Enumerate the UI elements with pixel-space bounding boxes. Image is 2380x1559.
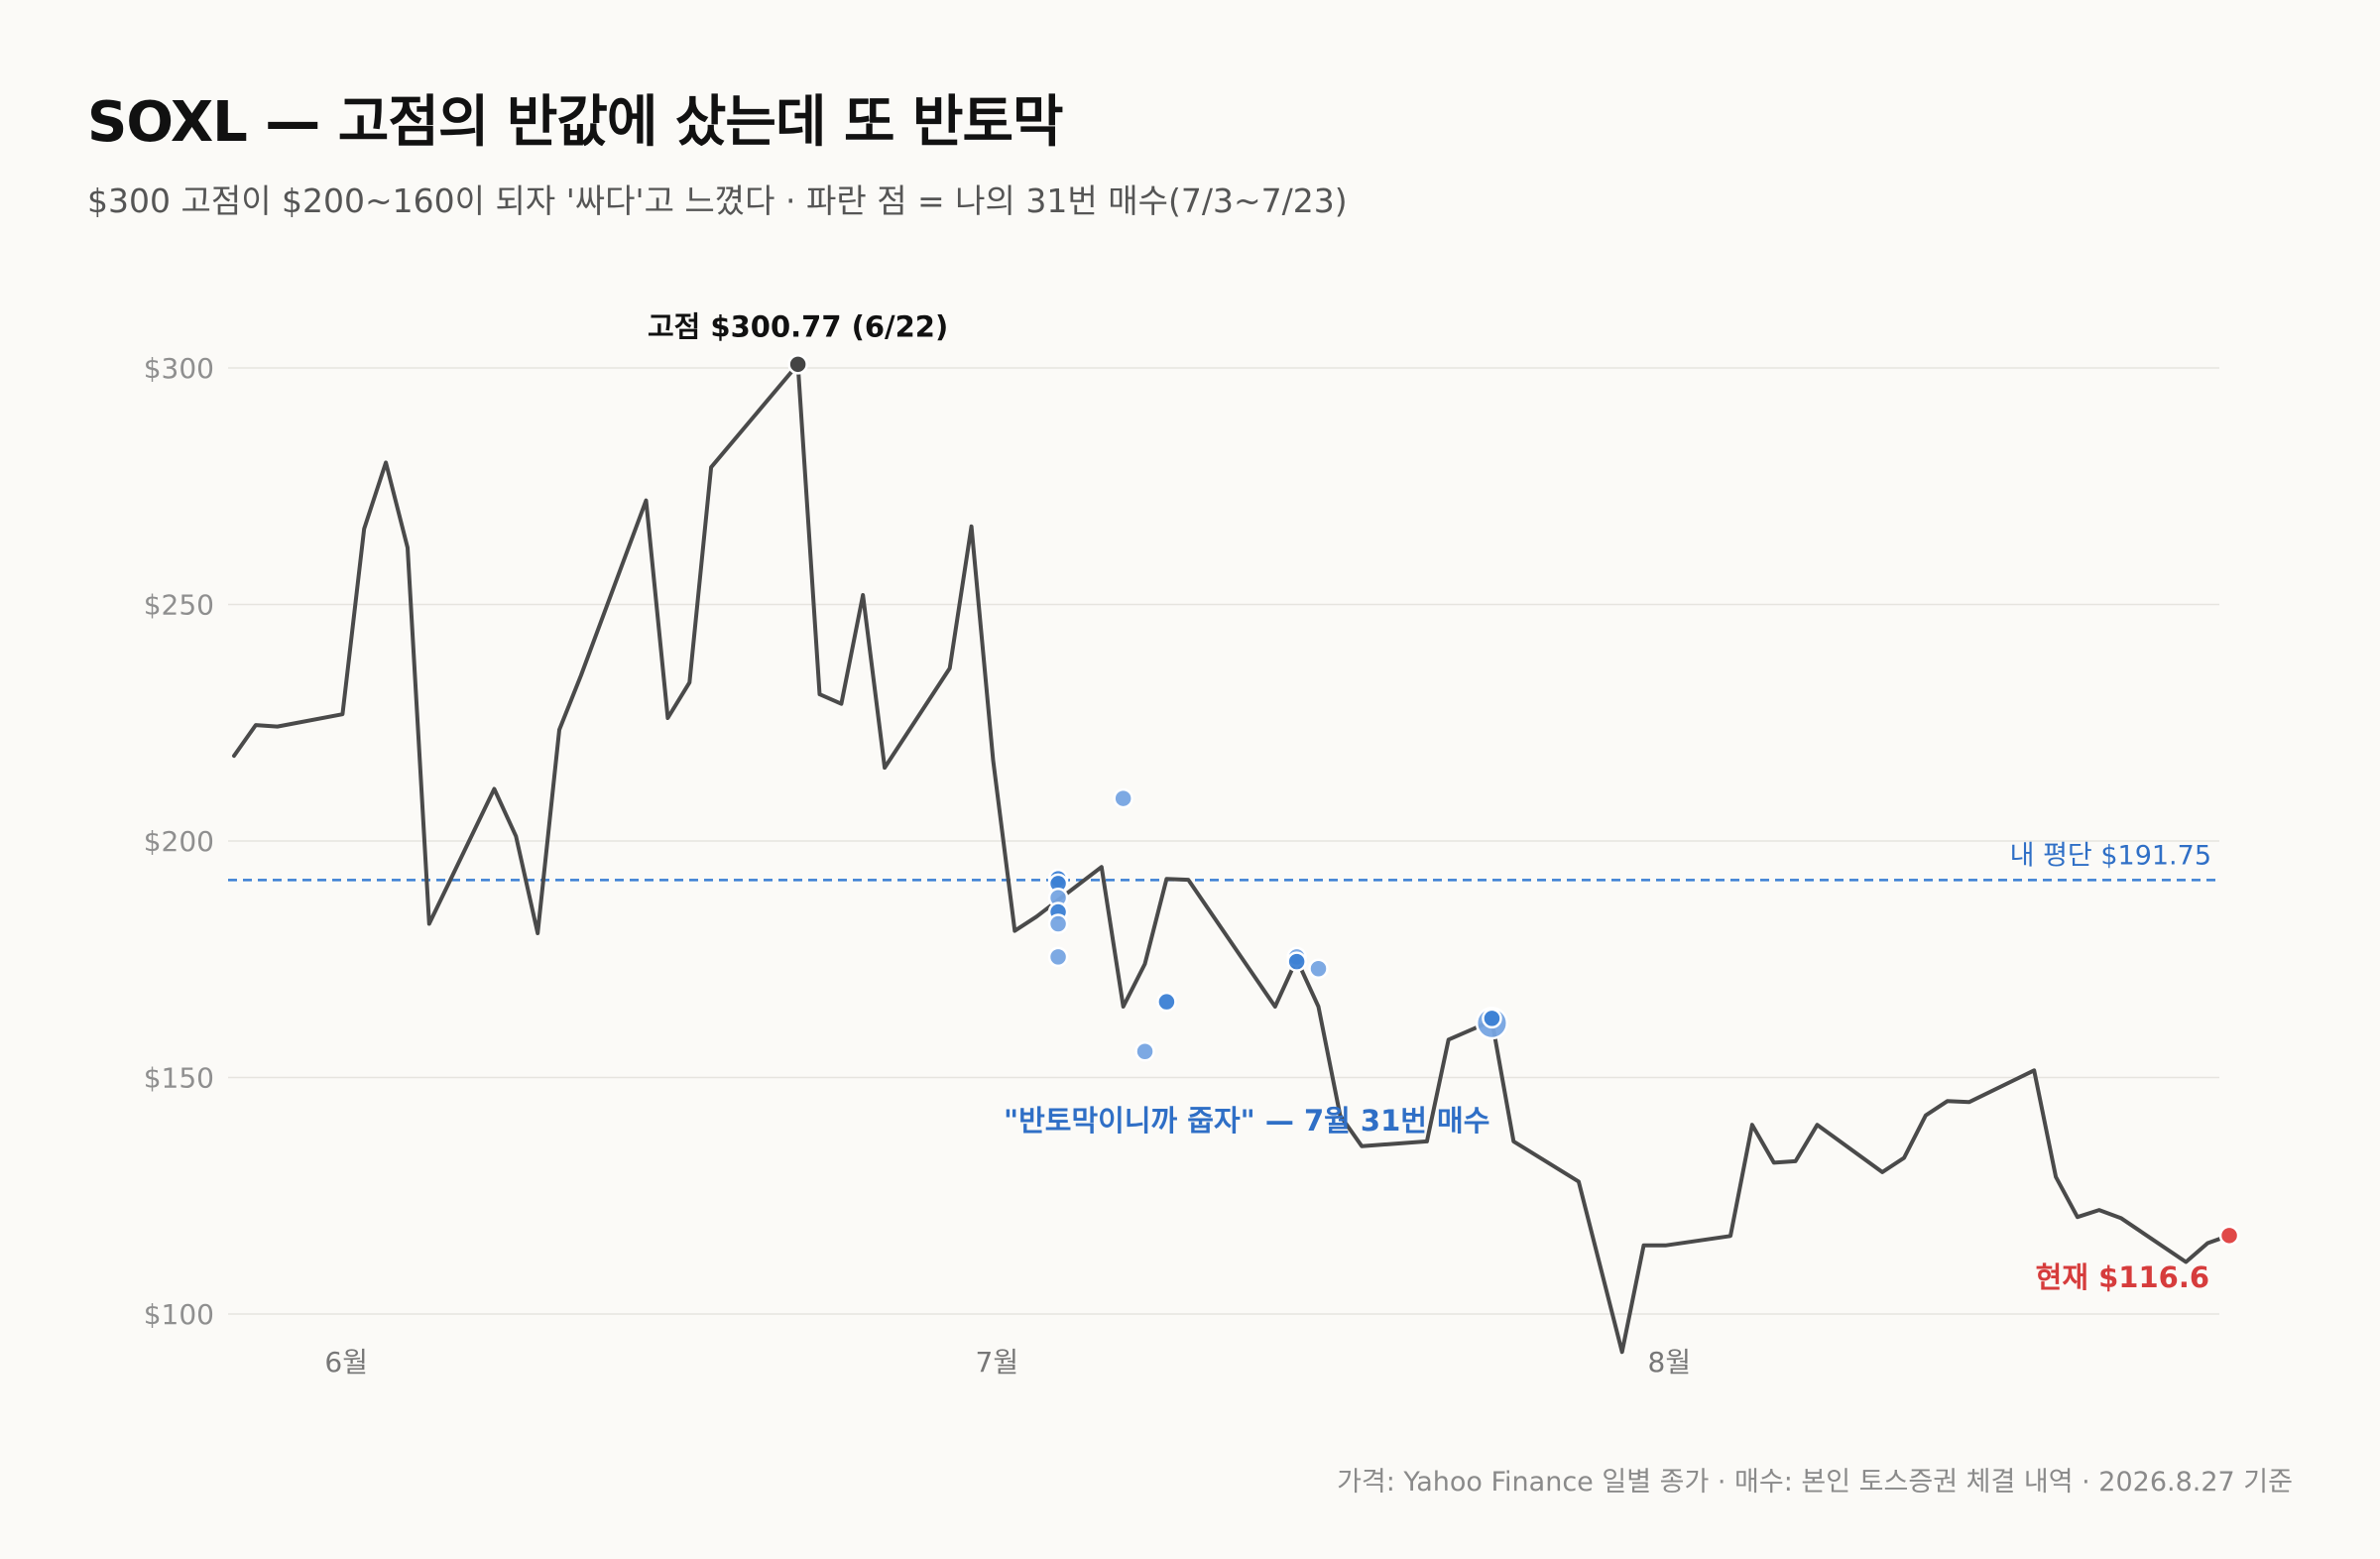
y-tick-label: $300 bbox=[144, 352, 214, 385]
buy-point bbox=[1286, 951, 1307, 972]
chart-title: SOXL — 고점의 반값에 샀는데 또 반토막 bbox=[87, 90, 1064, 155]
buy-point bbox=[1134, 1041, 1155, 1062]
y-tick-label: $200 bbox=[144, 825, 214, 858]
current-point bbox=[2218, 1225, 2240, 1247]
buy-points bbox=[1047, 787, 1509, 1062]
x-tick-label: 7월 bbox=[976, 1346, 1019, 1379]
annotations: 고점 $300.77 (6/22) "반토막이니까 줍자" — 7월 31번 매… bbox=[648, 309, 2240, 1294]
peak-label: 고점 $300.77 (6/22) bbox=[648, 309, 948, 343]
buy-point bbox=[1047, 913, 1069, 934]
buy-point bbox=[1308, 958, 1329, 980]
y-tick-label: $150 bbox=[144, 1062, 214, 1095]
average-price-label: 내 평단 $191.75 bbox=[2010, 840, 2211, 871]
x-tick-label: 8월 bbox=[1648, 1346, 1692, 1379]
buy-point bbox=[1047, 946, 1069, 968]
buy-point bbox=[1113, 787, 1133, 809]
y-tick-label: $250 bbox=[144, 589, 214, 622]
buy-point bbox=[1156, 991, 1177, 1013]
axes: $300 $250 $200 $150 $100 6월 7월 8월 bbox=[144, 352, 1691, 1379]
gridlines bbox=[228, 367, 2219, 1315]
price-line bbox=[232, 362, 2231, 1355]
x-tick-label: 6월 bbox=[324, 1346, 368, 1379]
buys-annotation: "반토막이니까 줍자" — 7월 31번 매수 bbox=[1004, 1104, 1489, 1138]
y-tick-label: $100 bbox=[144, 1298, 214, 1331]
price-series bbox=[232, 362, 2231, 1355]
peak-point bbox=[787, 354, 808, 375]
chart-subtitle: $300 고점이 $200~160이 되자 '싸다'고 느꼈다 · 파란 점 =… bbox=[87, 181, 1348, 220]
source-note: 가격: Yahoo Finance 일별 종가 · 매수: 본인 토스증권 체결… bbox=[1337, 1467, 2293, 1498]
current-price-label: 현재 $116.6 bbox=[2036, 1260, 2209, 1294]
buy-point bbox=[1482, 1008, 1502, 1029]
